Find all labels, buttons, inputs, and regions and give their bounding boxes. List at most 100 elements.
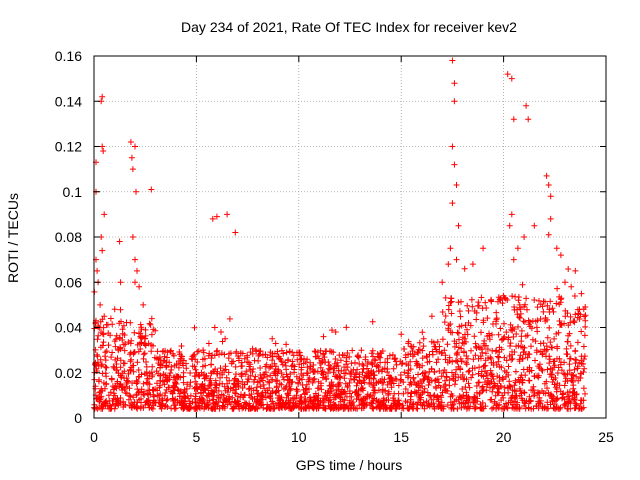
data-point (244, 354, 251, 361)
data-point (239, 385, 246, 391)
data-point (251, 395, 258, 402)
data-point (238, 363, 245, 370)
data-point (381, 365, 388, 372)
data-point (161, 392, 168, 399)
data-point (480, 386, 487, 393)
data-point (359, 385, 365, 392)
data-point (481, 362, 488, 369)
data-point (245, 386, 252, 393)
data-point (236, 405, 243, 412)
data-point (251, 357, 258, 364)
data-point (283, 371, 290, 378)
data-point (159, 402, 166, 409)
data-point (385, 388, 392, 395)
data-point (148, 348, 155, 355)
data-point (142, 402, 149, 408)
data-point (206, 350, 213, 357)
data-point (369, 318, 376, 325)
data-point (449, 57, 456, 64)
data-point (223, 398, 229, 405)
data-point (464, 331, 471, 338)
data-point (517, 352, 524, 359)
data-point (169, 390, 176, 396)
data-point (372, 387, 378, 394)
data-point (402, 386, 409, 392)
data-point (554, 343, 561, 350)
data-point (100, 148, 107, 154)
data-point (227, 401, 234, 407)
data-point (273, 378, 279, 385)
data-point (455, 330, 462, 337)
data-point (214, 392, 220, 399)
data-point (580, 361, 586, 367)
data-point (456, 393, 463, 400)
data-point (503, 357, 510, 364)
data-point (489, 373, 496, 380)
data-point (474, 398, 481, 405)
data-point (97, 301, 104, 308)
data-point (232, 375, 238, 382)
data-point (172, 405, 179, 412)
data-point (239, 350, 246, 357)
data-point (125, 370, 132, 377)
data-point (254, 405, 261, 412)
data-point (415, 387, 422, 394)
data-point (414, 361, 421, 368)
data-point (147, 321, 154, 328)
data-point (181, 403, 188, 410)
data-point (304, 364, 311, 371)
data-point (286, 348, 293, 355)
data-point (426, 351, 433, 358)
data-point (191, 324, 198, 331)
data-point (386, 375, 393, 382)
data-point (216, 405, 223, 412)
data-point (554, 380, 561, 387)
data-point (443, 374, 450, 381)
data-point (125, 378, 132, 385)
data-point (567, 342, 574, 349)
data-point (542, 318, 549, 325)
data-point (138, 339, 145, 346)
data-point (280, 350, 287, 357)
data-point (209, 388, 216, 395)
data-point (465, 380, 472, 387)
data-point (408, 390, 414, 397)
data-point (222, 397, 229, 404)
data-point (488, 396, 495, 403)
data-point (381, 376, 388, 383)
data-point (473, 383, 480, 389)
data-point (99, 330, 106, 337)
data-point (573, 402, 580, 409)
data-point (266, 393, 273, 399)
data-point (332, 356, 339, 362)
data-point (397, 377, 404, 384)
data-point (135, 330, 142, 337)
data-point (458, 298, 464, 305)
data-point (187, 392, 194, 399)
data-point (328, 382, 335, 388)
data-point (99, 93, 106, 100)
data-point (390, 365, 397, 372)
data-point (244, 376, 251, 383)
data-point (128, 154, 135, 161)
data-point (142, 342, 149, 349)
data-point (468, 347, 474, 354)
data-point (267, 372, 274, 379)
data-point (436, 368, 443, 374)
data-point (98, 385, 105, 392)
data-point (95, 332, 102, 339)
data-point (385, 372, 392, 379)
data-point (113, 361, 120, 367)
data-point (386, 352, 393, 359)
data-point (129, 380, 136, 386)
data-point (301, 391, 308, 398)
data-point (164, 404, 171, 410)
data-point (238, 371, 245, 378)
data-point (523, 102, 530, 109)
data-point (152, 327, 159, 334)
data-point (123, 319, 130, 326)
data-point (524, 366, 531, 373)
data-point (119, 337, 126, 343)
data-point (332, 329, 339, 335)
data-point (111, 365, 118, 371)
